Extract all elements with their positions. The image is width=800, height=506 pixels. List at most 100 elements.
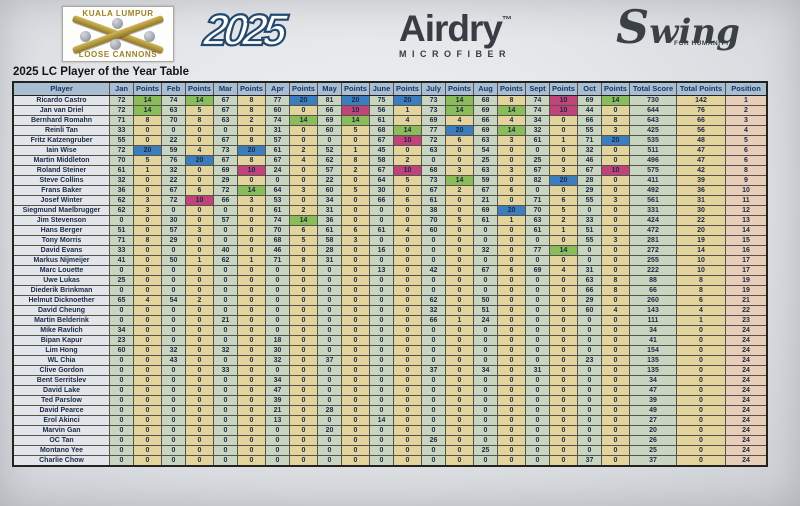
table-row: OC Tan 0 0 0 0 0 0 0 0 0 0 0 0 26 0 0 0 0 0 0 0 26 0 24 bbox=[12, 435, 768, 446]
points-cell: 0 bbox=[289, 415, 318, 426]
points-cell: 20 bbox=[133, 145, 162, 156]
player-name-cell: Frans Baker bbox=[12, 185, 110, 196]
month-score-cell: 0 bbox=[317, 135, 342, 146]
player-name-cell: David Cheung bbox=[12, 305, 110, 316]
month-score-cell: 0 bbox=[421, 285, 446, 296]
points-cell: 0 bbox=[185, 235, 214, 246]
total-points-cell: 0 bbox=[676, 365, 726, 376]
month-score-cell: 0 bbox=[577, 405, 602, 416]
table-row: Martin Middleton 70 5 76 20 67 8 67 4 62 8 58 2 0 0 25 0… bbox=[12, 155, 768, 166]
total-points-cell: 66 bbox=[676, 115, 726, 126]
points-cell: 14 bbox=[393, 125, 422, 136]
player-name-cell: Steve Collins bbox=[12, 175, 110, 186]
month-score-cell: 47 bbox=[265, 385, 290, 396]
total-points-cell: 22 bbox=[676, 215, 726, 226]
points-cell: 0 bbox=[185, 315, 214, 326]
month-score-cell: 0 bbox=[421, 275, 446, 286]
points-cell: 0 bbox=[341, 315, 370, 326]
points-cell: 5 bbox=[289, 235, 318, 246]
month-score-cell: 31 bbox=[525, 365, 550, 376]
month-score-cell: 0 bbox=[577, 335, 602, 346]
month-score-cell: 72 bbox=[213, 185, 238, 196]
month-score-cell: 67 bbox=[473, 265, 498, 276]
month-score-cell: 74 bbox=[525, 105, 550, 116]
points-cell: 0 bbox=[237, 345, 266, 356]
total-points-cell: 0 bbox=[676, 395, 726, 406]
points-cell: 0 bbox=[497, 245, 526, 256]
column-header-month: July bbox=[421, 81, 446, 96]
month-score-cell: 0 bbox=[161, 315, 186, 326]
points-cell: 0 bbox=[289, 275, 318, 286]
month-score-cell: 70 bbox=[525, 205, 550, 216]
points-cell: 10 bbox=[393, 165, 422, 176]
club-logo-bottom-text: LOOSE CANNONS bbox=[78, 50, 158, 59]
points-cell: 0 bbox=[237, 215, 266, 226]
month-score-cell: 0 bbox=[213, 455, 238, 467]
points-cell: 2 bbox=[393, 155, 422, 166]
month-score-cell: 0 bbox=[161, 425, 186, 436]
player-name-cell: Ted Parslow bbox=[12, 395, 110, 406]
points-cell: 0 bbox=[393, 215, 422, 226]
month-score-cell: 28 bbox=[577, 175, 602, 186]
player-name-cell: Bent Serritslev bbox=[12, 375, 110, 386]
month-score-cell: 77 bbox=[421, 125, 446, 136]
column-header-total-points: Total Points bbox=[676, 81, 726, 96]
points-cell: 5 bbox=[341, 125, 370, 136]
points-cell: 0 bbox=[497, 315, 526, 326]
points-cell: 0 bbox=[289, 435, 318, 446]
month-score-cell: 0 bbox=[369, 425, 394, 436]
points-cell: 0 bbox=[237, 395, 266, 406]
table-row: Hans Berger 51 0 57 3 0 0 70 6 61 6 61 4 60 0 0 0 61 1 51 0 4… bbox=[12, 225, 768, 236]
table-row: Helmut Dicknoether 65 4 54 2 0 0 0 0 0 0 0 0 62 0 50 0 0 0… bbox=[12, 295, 768, 306]
table-row: Marvin Gan 0 0 0 0 0 0 0 0 20 0 0 0 0 0 0 0 0 0 0 0 20 0 24 bbox=[12, 425, 768, 436]
points-cell: 0 bbox=[133, 365, 162, 376]
month-score-cell: 0 bbox=[577, 315, 602, 326]
points-cell: 0 bbox=[445, 405, 474, 416]
month-score-cell: 54 bbox=[161, 295, 186, 306]
points-cell: 0 bbox=[445, 255, 474, 266]
month-score-cell: 0 bbox=[525, 345, 550, 356]
points-cell: 0 bbox=[133, 215, 162, 226]
month-score-cell: 57 bbox=[265, 135, 290, 146]
points-cell: 4 bbox=[497, 115, 526, 126]
month-score-cell: 52 bbox=[317, 145, 342, 156]
points-cell: 10 bbox=[393, 135, 422, 146]
points-cell: 3 bbox=[185, 225, 214, 236]
points-cell: 0 bbox=[445, 455, 474, 467]
cannonball-icon bbox=[144, 31, 155, 42]
month-score-cell: 44 bbox=[577, 105, 602, 116]
table-row: Bernhard Romahn 71 8 70 8 63 2 74 14 69 14 61 4 69 4 66… bbox=[12, 115, 768, 126]
points-cell: 0 bbox=[341, 405, 370, 416]
points-cell: 0 bbox=[549, 255, 578, 266]
month-score-cell: 0 bbox=[473, 435, 498, 446]
points-cell: 0 bbox=[133, 285, 162, 296]
month-score-cell: 22 bbox=[317, 175, 342, 186]
month-score-cell: 69 bbox=[577, 95, 602, 106]
month-score-cell: 61 bbox=[369, 225, 394, 236]
month-score-cell: 51 bbox=[577, 225, 602, 236]
points-cell: 0 bbox=[601, 385, 630, 396]
month-score-cell: 0 bbox=[109, 405, 134, 416]
position-cell: 15 bbox=[725, 235, 768, 246]
month-score-cell: 0 bbox=[161, 445, 186, 456]
points-cell: 4 bbox=[133, 295, 162, 306]
column-header-points: Points bbox=[237, 81, 266, 96]
points-cell: 0 bbox=[133, 395, 162, 406]
points-cell: 0 bbox=[237, 235, 266, 246]
points-cell: 0 bbox=[445, 335, 474, 346]
points-cell: 3 bbox=[549, 165, 578, 176]
points-cell: 0 bbox=[445, 305, 474, 316]
month-score-cell: 0 bbox=[265, 275, 290, 286]
points-cell: 8 bbox=[601, 285, 630, 296]
points-cell: 0 bbox=[341, 385, 370, 396]
points-cell: 0 bbox=[549, 375, 578, 386]
month-score-cell: 32 bbox=[577, 145, 602, 156]
points-cell: 0 bbox=[341, 435, 370, 446]
table-row: Jim Stevenson 0 0 30 0 57 0 74 14 36 0 0 0 70 5 61 1 63 2 3… bbox=[12, 215, 768, 226]
month-score-cell: 0 bbox=[525, 295, 550, 306]
points-cell: 4 bbox=[601, 305, 630, 316]
points-cell: 0 bbox=[341, 415, 370, 426]
points-cell: 0 bbox=[601, 145, 630, 156]
month-score-cell: 0 bbox=[213, 445, 238, 456]
month-score-cell: 71 bbox=[265, 255, 290, 266]
